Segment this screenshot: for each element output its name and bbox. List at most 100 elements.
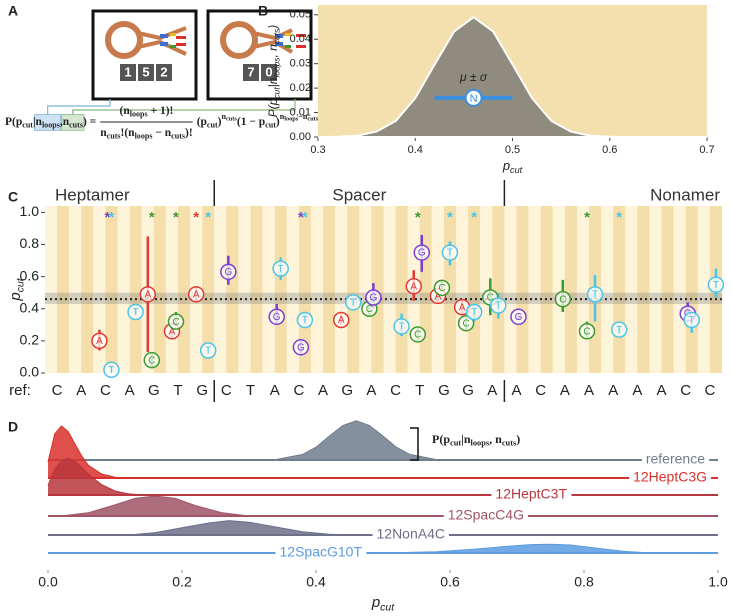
text-part: cuts <box>226 116 237 123</box>
column-stripe <box>564 206 577 373</box>
column-stripe <box>347 206 360 373</box>
text-part: P(p <box>266 98 280 117</box>
ridge-fill <box>48 458 142 495</box>
column-stripe <box>383 206 396 373</box>
panel-label: A <box>8 3 18 19</box>
ridge-curve <box>248 420 464 461</box>
mutant-base: A <box>435 291 442 302</box>
text-part: cut <box>450 439 461 448</box>
ref-base: A <box>366 382 376 399</box>
significance-star: * <box>205 209 211 226</box>
column-stripe <box>274 206 287 373</box>
mutant-point <box>365 289 382 306</box>
text-part: loops <box>284 116 299 123</box>
column-stripe <box>625 206 638 373</box>
mutant-point <box>272 260 289 277</box>
column-stripe <box>613 206 626 373</box>
mutant-base: T <box>689 315 695 326</box>
ref-base: G <box>196 382 208 399</box>
mutant-point <box>433 279 451 297</box>
x-tick-label: 0.6 <box>440 574 460 590</box>
ref-base: C <box>52 382 63 399</box>
column-stripe <box>637 206 650 373</box>
column-stripe <box>528 206 541 373</box>
mutant-point <box>610 321 628 338</box>
counter-digit: 2 <box>160 64 167 79</box>
x-tick-label: 1.0 <box>708 574 728 590</box>
series-label: 12HeptC3T <box>495 486 567 502</box>
density-area <box>317 15 707 138</box>
text-part: p <box>371 594 380 611</box>
series-label: reference <box>646 451 705 467</box>
mutant-point <box>441 244 459 261</box>
mutant-base: C <box>487 293 494 304</box>
x-axis-label: pcut <box>502 158 523 175</box>
significance-star: * <box>105 209 111 226</box>
x-tick-label: 0.5 <box>505 144 520 156</box>
box <box>206 9 313 101</box>
y-tick-label: 0.03 <box>290 58 311 70</box>
text-part: n <box>222 112 227 121</box>
box <box>91 9 198 101</box>
ref-base: A <box>76 382 86 399</box>
mutant-base: T <box>399 322 405 333</box>
mutant-base: A <box>338 315 345 326</box>
mutant-point <box>167 313 185 330</box>
mutant-base: C <box>366 304 373 315</box>
text-part: −n <box>298 112 308 121</box>
mutant-base: C <box>463 318 470 329</box>
column-stripe <box>153 206 166 373</box>
ridge-fill <box>249 420 464 460</box>
mutant-base: C <box>414 330 421 341</box>
column-stripe <box>371 206 384 373</box>
mutant-base: T <box>471 307 477 318</box>
y-tick-label: 1.0 <box>20 203 40 219</box>
mutant-base: T <box>495 301 501 312</box>
mutant-point <box>332 311 350 329</box>
column-stripe <box>480 206 493 373</box>
mutant-point <box>465 303 483 321</box>
text-part: n <box>280 112 285 121</box>
text-part: , n <box>266 44 280 58</box>
column-stripe <box>697 206 710 373</box>
ref-base: A <box>560 382 570 399</box>
ref-base: C <box>535 382 546 399</box>
y-tick-label: 0.05 <box>290 9 311 21</box>
significance-star: * <box>109 209 115 226</box>
text-part: cuts <box>272 28 282 44</box>
column-stripe <box>57 206 70 373</box>
column-stripe <box>504 206 517 373</box>
ref-base: A <box>487 382 497 399</box>
text-part: cut <box>14 277 26 292</box>
column-stripe <box>105 206 118 373</box>
ref-base: A <box>657 382 667 399</box>
ridge-curve <box>61 495 250 517</box>
counter-box <box>156 64 172 81</box>
ref-base: C <box>704 382 715 399</box>
mutant-point <box>103 361 120 379</box>
text-part: cut <box>272 87 282 99</box>
column-stripe <box>492 206 505 373</box>
panel-label: D <box>8 419 18 435</box>
mutant-base: A <box>144 289 151 300</box>
column-stripe <box>649 206 662 373</box>
mutant-base: T <box>616 325 622 336</box>
counter-digit: 5 <box>142 64 149 79</box>
mutant-point <box>586 286 604 303</box>
connector <box>72 99 296 115</box>
text-part: − n <box>152 127 171 139</box>
column-stripe <box>601 206 614 373</box>
mutant-base: T <box>278 264 284 275</box>
mutant-point <box>143 351 161 369</box>
counter-box <box>120 64 136 81</box>
text-part: n <box>100 127 107 139</box>
mutant-point <box>578 323 596 340</box>
column-stripe <box>419 206 432 373</box>
column-stripe <box>165 206 178 373</box>
text-part: |n <box>461 432 471 446</box>
ridge-fill <box>61 496 250 516</box>
text-part: ) <box>218 116 222 128</box>
mutant-base: G <box>297 342 305 353</box>
mutant-point <box>187 286 205 303</box>
